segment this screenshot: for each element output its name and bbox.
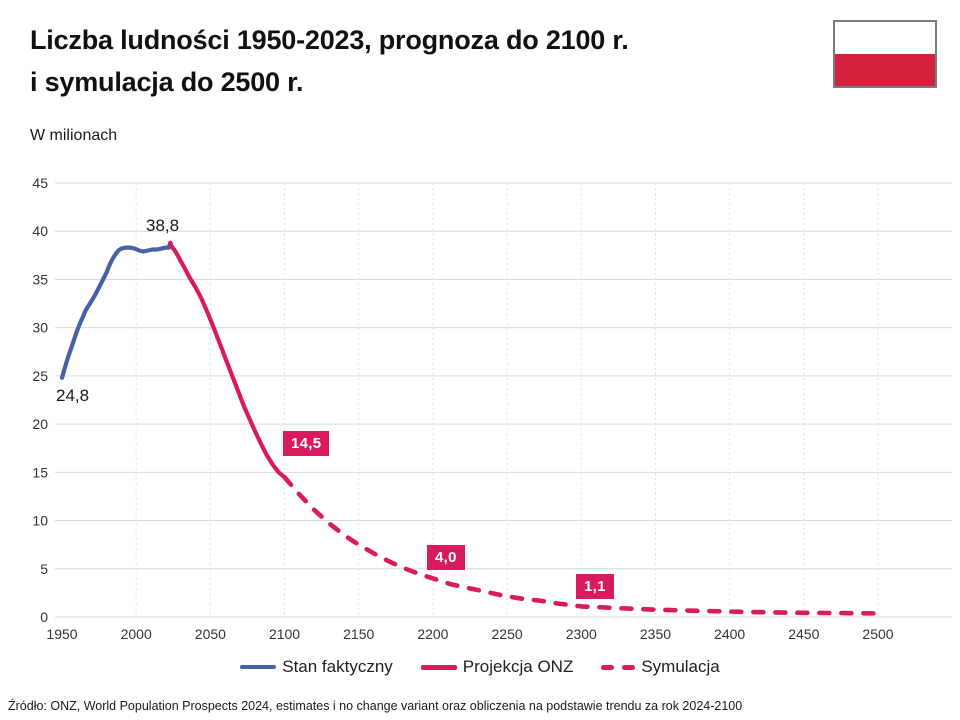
x-tick-label: 2050 [195, 626, 226, 642]
label-start-value: 24,8 [56, 386, 90, 405]
x-tick-label: 2100 [269, 626, 300, 642]
y-tick-label: 10 [32, 513, 48, 529]
legend-item-symulacja: Symulacja [601, 657, 720, 677]
legend-label: Symulacja [641, 657, 720, 676]
badge-2200-value: 4,0 [427, 545, 465, 570]
y-tick-label: 15 [32, 464, 48, 480]
chart-title-line-2: i symulacja do 2500 r. [30, 66, 304, 97]
label-peak-value: 38,8 [146, 216, 180, 235]
population-line-chart: 0 5 10 15 20 25 30 35 40 45 1950 2000 2050 2100 2150 22… [32, 175, 952, 642]
axis-unit-label: W milionach [30, 127, 118, 144]
source-note: Źródło: ONZ, World Population Prospects … [8, 699, 743, 713]
legend-dashed-pink-line-icon [601, 664, 636, 670]
y-tick-label: 5 [40, 561, 48, 577]
poland-flag-icon [833, 20, 937, 88]
x-tick-label: 2500 [862, 626, 893, 642]
chart-area: 0 5 10 15 20 25 30 35 40 45 1950 2000 2050 2100 2150 22… [0, 160, 960, 656]
y-tick-label: 40 [32, 223, 48, 239]
x-tick-label: 2000 [121, 626, 152, 642]
y-tick-label: 30 [32, 320, 48, 336]
flag-white-stripe [835, 22, 935, 54]
y-tick-label: 20 [32, 416, 48, 432]
x-tick-label: 2350 [640, 626, 671, 642]
x-tick-label: 2250 [492, 626, 523, 642]
badge-2300-value: 1,1 [576, 574, 614, 599]
y-tick-label: 35 [32, 271, 48, 287]
chart-title-line-1: Liczba ludności 1950-2023, prognoza do 2… [30, 25, 629, 55]
badge-2100-value: 14,5 [283, 431, 330, 456]
legend-item-stan-faktyczny: Stan faktyczny [240, 657, 393, 677]
legend-solid-pink-line-icon [420, 664, 457, 670]
page-title: Liczba ludności 1950-2023, prognoza do 2… [30, 20, 629, 104]
legend-label: Stan faktyczny [282, 657, 393, 676]
series-line-stan-faktyczny [59, 240, 173, 380]
x-tick-label: 2300 [566, 626, 597, 642]
flag-red-stripe [835, 54, 935, 86]
series-line-projekcja-onz [168, 240, 287, 480]
legend-label: Projekcja ONZ [462, 657, 574, 676]
y-tick-label: 25 [32, 368, 48, 384]
x-tick-label: 2400 [714, 626, 745, 642]
chart-legend: Stan faktyczny Projekcja ONZ Symulacja [0, 657, 960, 677]
x-tick-label: 2450 [788, 626, 819, 642]
x-tick-label: 2150 [343, 626, 374, 642]
x-tick-label: 2200 [417, 626, 448, 642]
legend-item-projekcja-onz: Projekcja ONZ [420, 657, 574, 677]
x-tick-label: 1950 [46, 626, 77, 642]
legend-solid-blue-line-icon [240, 665, 277, 669]
y-tick-label: 45 [32, 175, 48, 191]
series-line-symulacja [282, 474, 881, 616]
y-tick-label: 0 [40, 609, 48, 625]
